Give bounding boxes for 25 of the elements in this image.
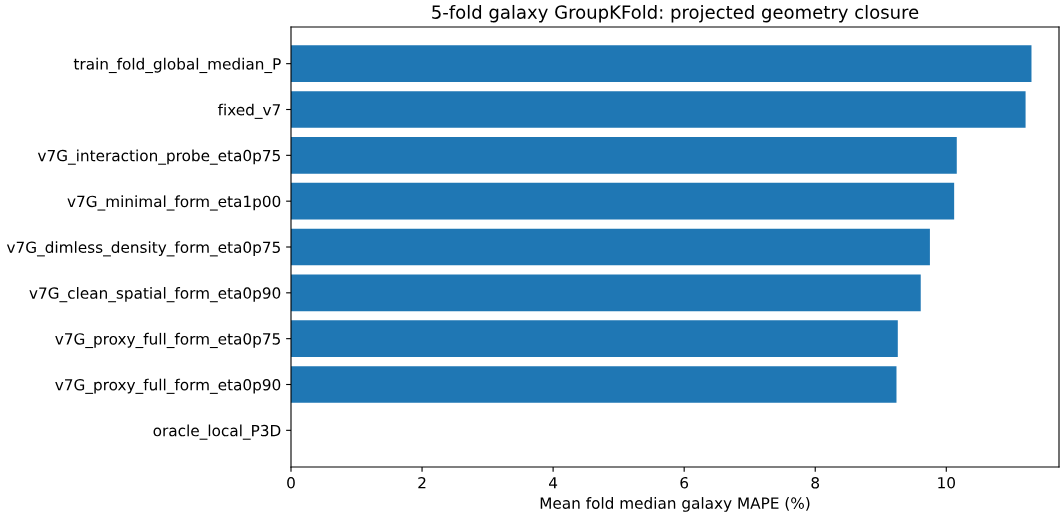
- y-tick-label: v7G_interaction_probe_eta0p75: [37, 149, 280, 165]
- x-tick-label: 10: [938, 476, 955, 489]
- chart-title: 5-fold galaxy GroupKFold: projected geometry closure: [432, 4, 919, 23]
- y-tick-label: fixed_v7: [217, 103, 280, 119]
- bar: [291, 366, 897, 403]
- bar: [291, 228, 930, 266]
- bar: [291, 320, 898, 357]
- y-tick-label: v7G_dimless_density_form_eta0p75: [6, 241, 280, 257]
- y-tick-label: v7G_minimal_form_eta1p00: [67, 195, 281, 211]
- y-tick-label: oracle_local_P3D: [153, 424, 281, 440]
- y-tick-label: v7G_proxy_full_form_eta0p75: [55, 332, 280, 349]
- bar: [291, 91, 1026, 128]
- bar: [291, 274, 921, 312]
- y-tick-label: v7G_proxy_full_form_eta0p90: [55, 378, 281, 394]
- x-tick-label: 6: [680, 476, 689, 489]
- x-tick-label: 4: [549, 477, 558, 489]
- y-tick-label: v7G_clean_spatial_form_eta0p90: [29, 287, 281, 303]
- y-tick-label: train_fold_global_median_P: [73, 57, 281, 74]
- bar: [291, 182, 955, 220]
- x-tick-label: 0: [287, 476, 295, 489]
- x-tick-label: 2: [418, 476, 426, 489]
- bar: [291, 137, 957, 174]
- x-tick-label: 8: [811, 476, 820, 489]
- bar: [291, 45, 1032, 82]
- x-axis-title: Mean fold median galaxy MAPE (%): [540, 497, 810, 512]
